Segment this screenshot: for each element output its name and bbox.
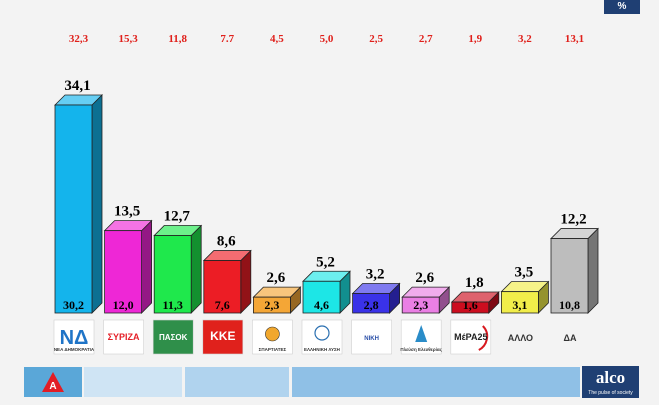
- previous-result-label: 11,8: [168, 33, 187, 45]
- bar-value-label: 2,6: [415, 270, 434, 286]
- previous-result-label: 4,5: [270, 33, 284, 45]
- party-logo-text: ΝΙΚΗ: [364, 336, 379, 342]
- party-logo-tile: [53, 319, 95, 355]
- bar-value-label: 12,2: [560, 212, 586, 228]
- bar-side: [91, 94, 103, 314]
- previous-result-label: 15,3: [118, 33, 138, 45]
- bar-base-label: 2,3: [264, 298, 279, 312]
- bar-value-label: 34,1: [64, 78, 90, 94]
- bar-base-label: 11,3: [163, 298, 183, 312]
- previous-result-label: 13,1: [565, 33, 584, 45]
- party-logo-text: ΜέΡΑ25: [454, 332, 487, 342]
- party-logo-subtext: ΕΛΛΗΝΙΚΗ ΛΥΣΗ: [304, 347, 340, 352]
- party-logo-tile: [450, 319, 492, 355]
- bar: [153, 235, 192, 314]
- bar: [302, 280, 341, 314]
- bar-value-label: 3,5: [515, 265, 534, 281]
- bar-base-label: 7,6: [215, 298, 230, 312]
- pollster-tagline: The pulse of society: [588, 390, 633, 396]
- party-logo-tile: [103, 319, 144, 355]
- bar-base-label: 12,0: [113, 298, 134, 312]
- greek-solution-emblem-icon: [314, 325, 330, 341]
- footer-segment-3: [292, 367, 580, 397]
- bar: [550, 238, 589, 314]
- previous-result-label: 1,9: [468, 33, 482, 45]
- percent-unit-badge: %: [604, 0, 640, 14]
- bar-base-label: 2,3: [413, 298, 428, 312]
- bar-base-label: 4,6: [314, 298, 329, 312]
- channel-logo-icon: A: [42, 372, 64, 392]
- bar-side: [141, 219, 153, 314]
- previous-result-label: 7.7: [220, 33, 234, 45]
- bar-value-label: 5,2: [316, 254, 335, 270]
- bar: [352, 293, 391, 314]
- channel-logo: A: [24, 367, 82, 397]
- bar: [252, 296, 291, 314]
- bar-value-label: 13,5: [114, 204, 140, 220]
- bar-value-label: 8,6: [217, 234, 236, 250]
- bar-side: [240, 249, 252, 314]
- bar: [451, 301, 490, 314]
- bar-base-label: 3,1: [512, 298, 527, 312]
- footer-segment-1: [84, 367, 182, 397]
- previous-result-label: 5,0: [320, 33, 334, 45]
- bar-side: [587, 227, 599, 314]
- mera25-swoosh-icon: [478, 325, 489, 351]
- bar: [401, 296, 440, 314]
- party-logo-subtext: Πλεύση Ελευθερίας: [400, 347, 442, 353]
- footer-bar: A alco The pulse of society: [0, 360, 659, 405]
- bar: [203, 260, 242, 314]
- bar-base-label: 30,2: [63, 298, 84, 312]
- bar-base-label: 1,6: [463, 298, 478, 312]
- party-logo-tile: [351, 319, 392, 355]
- party-logo-text: ΝΔ: [60, 327, 89, 349]
- party-logo-subtext: ΝΕΑ ΔΗΜΟΚΡΑΤΙΑ: [54, 347, 95, 352]
- bar-base-label: 10,8: [559, 298, 580, 312]
- party-logo-subtext: ΣΠΑΡΤΙΑΤΕΣ: [259, 347, 287, 352]
- bar: [104, 230, 142, 314]
- footer-segment-2: [185, 367, 289, 397]
- pollster-name: alco: [595, 368, 626, 387]
- pollster-logo: alco The pulse of society: [582, 366, 639, 398]
- bar-base-label: 2,8: [364, 298, 379, 312]
- bar-value-label: 12,7: [164, 209, 191, 225]
- sail-icon: [415, 325, 428, 342]
- party-logo-text: ΚΚΕ: [210, 329, 235, 343]
- party-logo-text: ΠΑΣΟΚ: [159, 333, 188, 342]
- bar-value-label: 1,8: [465, 275, 484, 291]
- party-logo-tile: [152, 319, 194, 355]
- bar-value-label: 2,6: [267, 270, 286, 286]
- bar-value-label: 3,2: [366, 266, 385, 282]
- spartan-helmet-icon: [265, 326, 280, 342]
- previous-result-label: 2,5: [369, 33, 383, 45]
- party-logo-text: ΣΥΡΙΖΑ: [108, 332, 140, 342]
- bar: [54, 104, 93, 314]
- bar-side: [190, 224, 202, 314]
- party-logo-tile: [202, 319, 244, 355]
- previous-result-label: 3,2: [518, 33, 532, 45]
- previous-result-label: 2,7: [419, 33, 433, 45]
- party-logo-text: ΑΛΛΟ: [508, 333, 533, 343]
- bar: [500, 291, 539, 314]
- previous-result-label: 32,3: [69, 33, 89, 45]
- channel-logo-text: A: [49, 381, 56, 392]
- party-logo-text: ΔΑ: [564, 333, 577, 343]
